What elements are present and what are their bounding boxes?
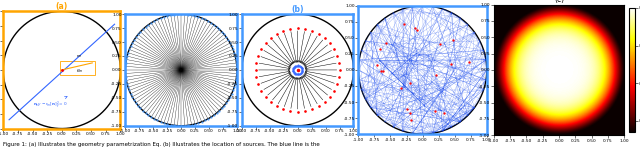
Title: (b): (b) [291,5,304,14]
Text: Figure 1: (a) Illustrates the geometry parametrization Eq. (b) Illustrates the l: Figure 1: (a) Illustrates the geometry p… [3,142,320,147]
Title: (a): (a) [56,2,68,11]
Title: (c): (c) [554,0,564,4]
Text: $\mathbf{n}_x y - r_m[\mathbf{n}]_y^2 = 0$: $\mathbf{n}_x y - r_m[\mathbf{n}]_y^2 = … [33,97,67,111]
Text: $\theta_m$: $\theta_m$ [76,67,83,75]
Text: $r_m$: $r_m$ [76,53,83,60]
